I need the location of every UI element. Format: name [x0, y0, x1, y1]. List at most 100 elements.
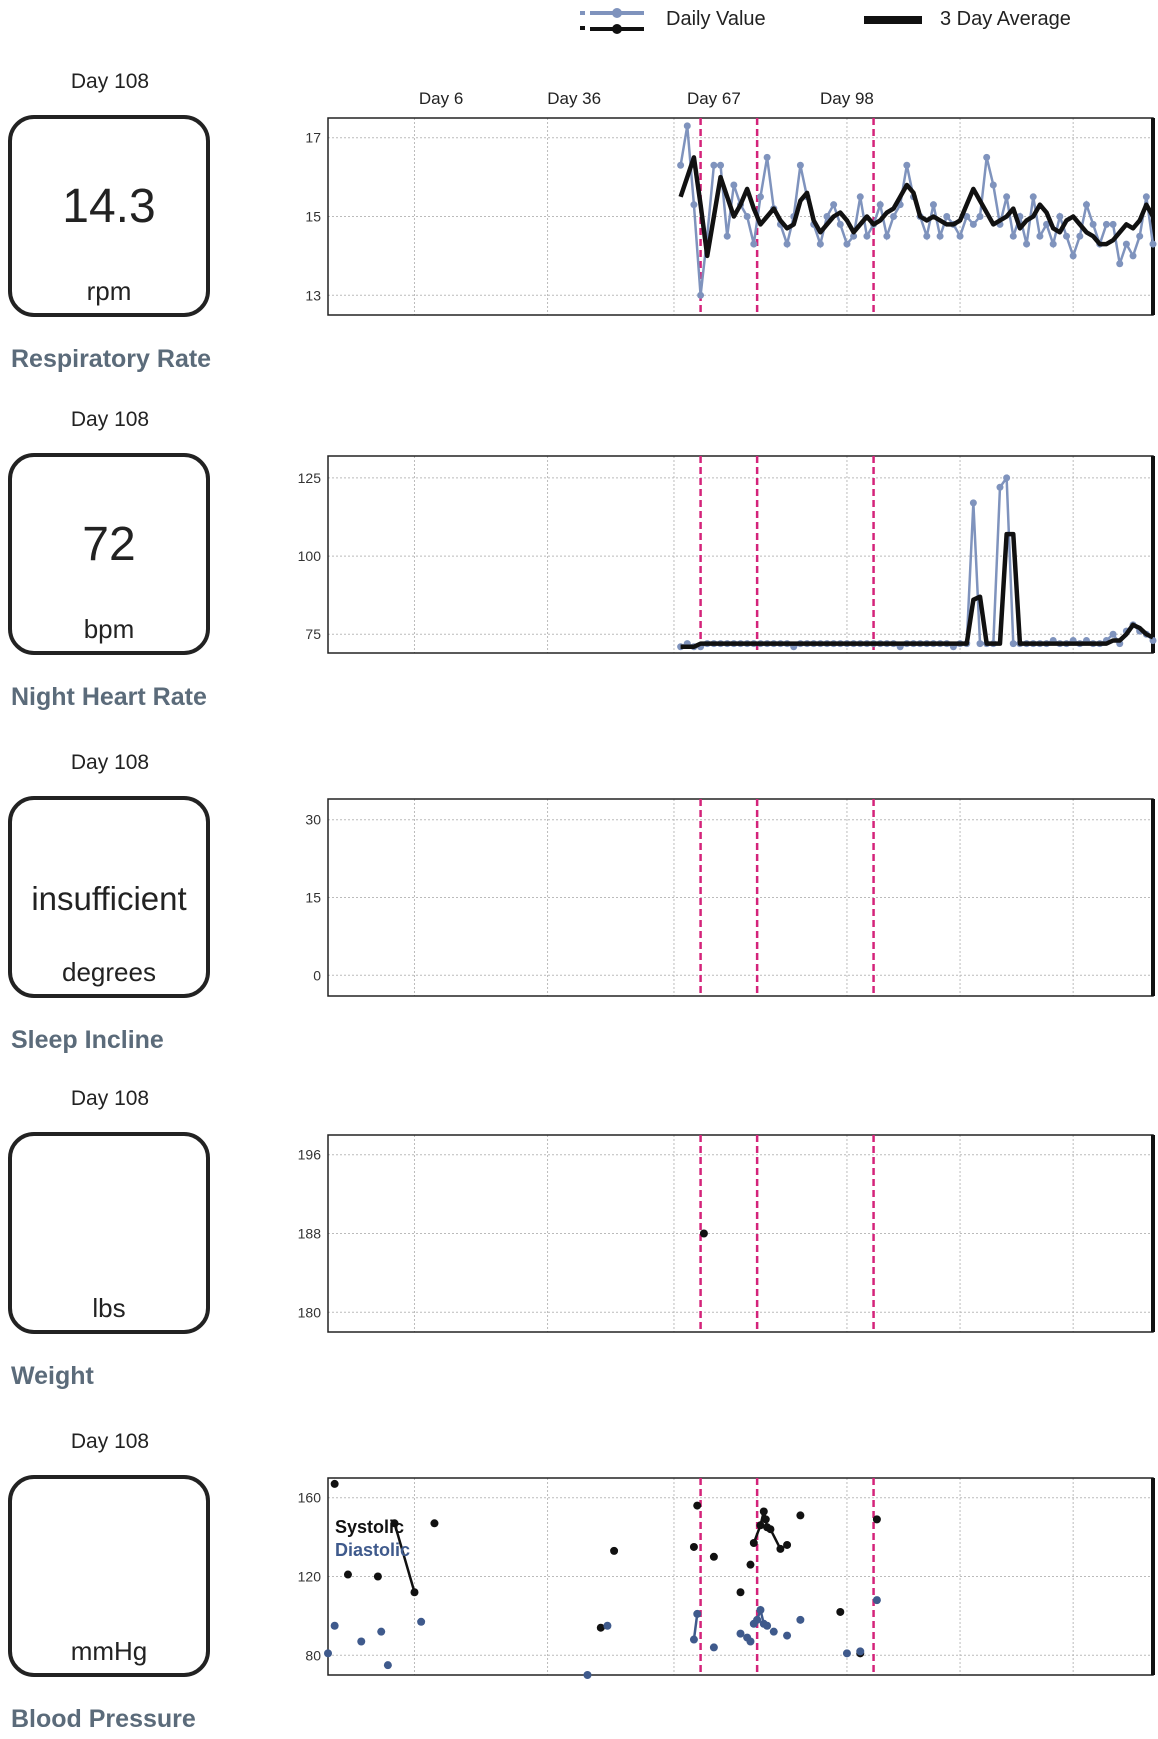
y-tick-label: 17: [305, 130, 321, 146]
metric-unit: lbs: [92, 1293, 126, 1323]
diastolic-point: [872, 1596, 881, 1605]
systolic-point: [872, 1515, 881, 1524]
metric-unit: degrees: [62, 957, 156, 987]
x-tick-label: Day 36: [547, 89, 601, 108]
systolic-segment: [393, 1522, 416, 1593]
daily-value-point: [850, 232, 858, 240]
daily-value-point: [677, 161, 685, 169]
daily-value-point: [683, 122, 691, 130]
diastolic-point: [756, 1605, 765, 1614]
systolic-point: [796, 1511, 805, 1520]
daily-value-point: [843, 240, 851, 248]
daily-value-point: [903, 161, 911, 169]
systolic-point: [756, 1521, 765, 1530]
diastolic-point: [783, 1631, 792, 1640]
metric-value: insufficient: [31, 880, 187, 917]
daily-value-point: [943, 213, 951, 220]
metric-unit: rpm: [86, 276, 132, 306]
diastolic-point: [693, 1609, 702, 1618]
y-tick-label: 75: [305, 626, 321, 642]
y-tick-label: 80: [305, 1647, 321, 1663]
systolic-label: Systolic: [335, 1517, 404, 1537]
day-label: Day 108: [70, 1087, 150, 1110]
daily-value-point: [816, 240, 824, 248]
day-label: Day 108: [70, 751, 150, 774]
diastolic-point: [357, 1637, 366, 1646]
diastolic-point: [769, 1627, 778, 1636]
systolic-point: [689, 1542, 698, 1551]
y-tick-label: 180: [298, 1304, 322, 1320]
daily-value-point: [1136, 232, 1144, 240]
diastolic-point: [842, 1649, 851, 1658]
daily-value-point: [710, 161, 718, 169]
daily-value-point: [1069, 252, 1077, 260]
daily-value-point: [1009, 640, 1017, 648]
daily-value-point: [929, 201, 937, 209]
metric-panel-bp: Day 108 mmHg Blood Pressure 80 120 160 Systoli…: [0, 1400, 1158, 1733]
daily-value-point: [883, 232, 891, 240]
y-tick-label: 120: [298, 1569, 322, 1585]
diastolic-point: [583, 1671, 592, 1679]
daily-value-point: [1082, 201, 1090, 209]
metric-panel-incline: Day 108 insufficient degrees Sleep Incline 0…: [0, 721, 1158, 1054]
y-tick-label: 160: [298, 1490, 322, 1506]
daily-value-point: [763, 153, 771, 161]
metric-value: 14.3: [62, 180, 156, 233]
daily-value-point: [730, 181, 738, 189]
metric-title: Respiratory Rate: [11, 345, 212, 373]
diastolic-point: [796, 1615, 805, 1624]
y-tick-label: 15: [305, 209, 321, 225]
systolic-point: [766, 1525, 775, 1534]
daily-value-point: [1129, 252, 1137, 260]
metric-value: 72: [82, 518, 136, 571]
daily-value-point: [1109, 630, 1117, 638]
x-tick-label: Day 98: [820, 89, 874, 108]
daily-value-point: [723, 232, 731, 240]
daily-value-point: [1023, 240, 1031, 248]
diastolic-segment: [692, 1613, 699, 1640]
systolic-point: [373, 1572, 382, 1581]
y-tick-label: 100: [298, 548, 322, 564]
diastolic-point: [377, 1627, 386, 1636]
daily-value-point: [963, 213, 971, 220]
day-label: Day 108: [70, 1430, 150, 1453]
daily-value-point: [856, 193, 864, 201]
systolic-point: [410, 1588, 419, 1597]
systolic-point: [596, 1623, 605, 1632]
daily-value-point: [890, 213, 898, 220]
systolic-point: [330, 1479, 339, 1488]
metric-card-bp: mmHg: [8, 1475, 210, 1677]
diastolic-point: [689, 1635, 698, 1644]
systolic-point: [390, 1519, 399, 1528]
daily-value-point: [717, 161, 725, 169]
y-tick-label: 196: [298, 1147, 322, 1163]
metric-title: Weight: [11, 1362, 94, 1390]
metric-card-hr: 72 bpm: [8, 453, 210, 655]
systolic-point: [343, 1570, 352, 1579]
daily-value-point: [1149, 240, 1157, 248]
diastolic-point: [856, 1647, 865, 1656]
day-label: Day 108: [70, 70, 150, 93]
daily-value-point: [836, 220, 844, 228]
daily-value-point: [976, 640, 984, 648]
diastolic-point: [709, 1643, 718, 1652]
systolic-point: [430, 1519, 439, 1528]
daily-value-point: [1049, 240, 1057, 248]
daily-value-point: [1076, 232, 1084, 240]
metric-title: Night Heart Rate: [11, 683, 207, 711]
metric-card-weight: lbs: [8, 1132, 210, 1334]
plot-area: [327, 455, 1154, 654]
y-tick-label: 188: [298, 1226, 322, 1242]
daily-value-point: [1003, 474, 1011, 482]
metric-title: Blood Pressure: [11, 1705, 196, 1733]
daily-value-point: [1009, 232, 1017, 240]
daily-value-point: [969, 220, 977, 228]
legend-daily-marker: [590, 8, 644, 36]
diastolic-point: [736, 1629, 745, 1638]
y-tick-label: 15: [305, 890, 321, 906]
daily-value-point: [1122, 240, 1130, 248]
chart-weight: 180 188 196: [298, 1134, 1155, 1333]
chart-resp: Day 6 Day 36 Day 67 Day 98 13 15 17: [305, 89, 1157, 316]
daily-value-point: [743, 213, 751, 220]
daily-value-point: [1029, 193, 1037, 201]
